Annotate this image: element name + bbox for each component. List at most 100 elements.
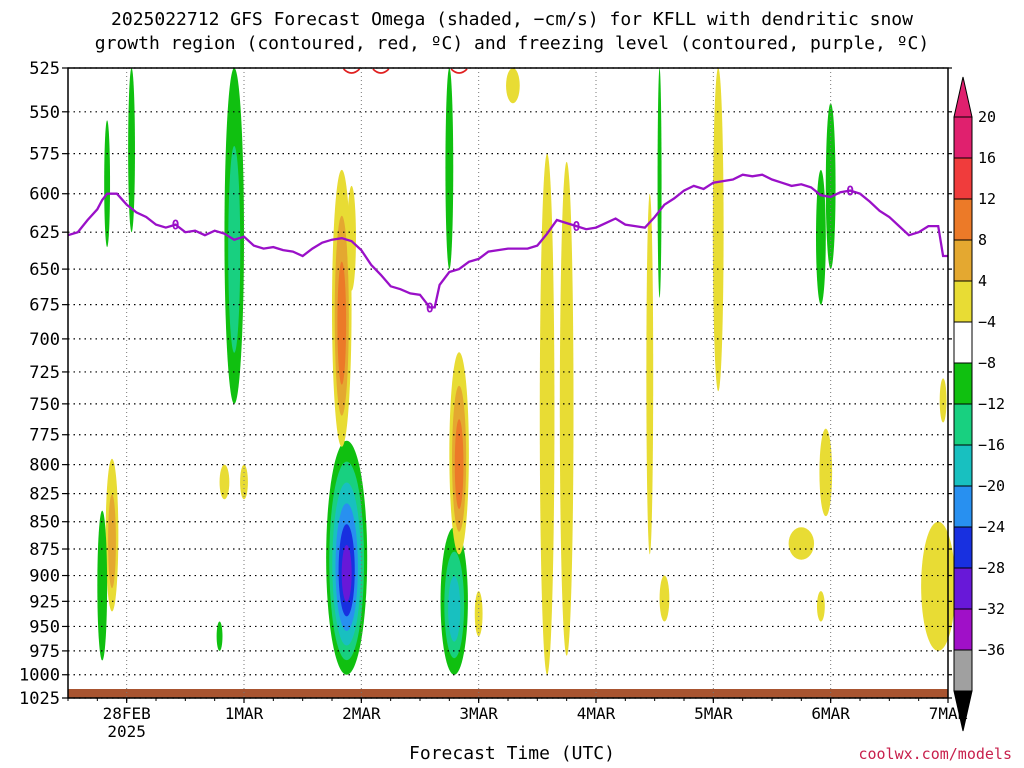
omega-shade-22-0 [825,103,836,270]
omega-shade-7-0 [216,621,223,651]
omega-shade-16-0 [539,153,555,675]
omega-shade-0-1 [108,494,116,589]
colorbar-label: 8 [978,231,987,249]
x-tick-label: 1MAR [225,704,264,723]
omega-shade-4-1 [228,146,241,353]
omega-shade-3-0 [128,68,135,233]
dgz-contour-0 [372,68,390,74]
colorbar-bottom-triangle [953,690,973,732]
omega-shade-14-0 [474,591,483,637]
colorbar-label: −12 [978,395,1005,413]
y-tick-label: 525 [29,59,60,79]
y-tick-label: 925 [29,592,60,612]
colorbar-label: 16 [978,149,996,167]
dgz-contour-2 [342,68,361,74]
omega-shade-8-5 [341,545,352,602]
omega-shade-9-2 [337,261,347,385]
colorbar-swatch-8 [953,444,973,487]
y-tick-label: 625 [29,223,60,243]
omega-shade-10-0 [347,185,356,291]
omega-shade-25-0 [816,591,825,622]
y-tick-label: 800 [29,456,60,476]
x-axis-title: Forecast Time (UTC) [409,743,615,764]
omega-shade-19-0 [657,68,662,298]
ground-strip [68,689,948,698]
x-tick-label: 2MAR [342,704,381,723]
colorbar-label: −28 [978,559,1005,577]
y-tick-label: 750 [29,395,60,415]
plot-frame [67,67,949,699]
omega-shade-15-0 [506,68,520,104]
x-tick-label: 5MAR [694,704,733,723]
freezing-level-label: 0 [846,185,854,200]
colorbar-label: 12 [978,190,996,208]
colorbar-swatch-11 [953,567,973,610]
freezing-level-label: 0 [172,219,180,234]
omega-shade-18-0 [646,193,654,555]
omega-shade-21-0 [816,169,826,305]
y-tick-label: 950 [29,617,60,637]
x-tick-label: 28FEB [103,704,151,723]
y-tick-label: 600 [29,185,60,205]
colorbar-label: −24 [978,518,1005,536]
colorbar-swatch-12 [953,608,973,651]
y-tick-label: 850 [29,513,60,533]
colorbar-swatch-10 [953,526,973,569]
colorbar-label: −36 [978,641,1005,659]
y-tick-label: 650 [29,260,60,280]
y-tick-label: 575 [29,145,60,165]
colorbar-label: −8 [978,354,996,372]
y-tick-label: 550 [29,103,60,123]
freezing-level-line [67,173,948,309]
omega-shade-6-0 [240,464,248,500]
x-tick-label: 4MAR [577,704,616,723]
omega-shade-24-0 [788,527,815,560]
omega-shade-11-2 [448,576,461,642]
x-tick-label: 6MAR [811,704,850,723]
x-tick-label: 3MAR [459,704,498,723]
y-tick-label: 975 [29,642,60,662]
colorbar-swatch-1 [953,157,973,200]
y-tick-label: 1000 [19,666,60,686]
colorbar-swatch-0 [953,116,973,159]
y-tick-label: 675 [29,296,60,316]
colorbar-label: −20 [978,477,1005,495]
y-tick-label: 825 [29,485,60,505]
y-tick-label: 875 [29,540,60,560]
colorbar-label: −4 [978,313,996,331]
colorbar-label: 20 [978,108,996,126]
omega-shade-13-0 [445,68,454,270]
dgz-contour-1 [450,68,468,74]
colorbar-swatch-9 [953,485,973,528]
omega-shade-27-0 [921,521,956,651]
freezing-level-label: 0 [426,301,434,316]
credit-text: coolwx.com/models [858,745,1012,763]
omega-shade-2-0 [104,120,111,248]
colorbar-swatch-3 [953,239,973,282]
y-tick-label: 700 [29,330,60,350]
colorbar-swatch-2 [953,198,973,241]
colorbar-swatch-13 [953,649,973,692]
y-tick-label: 900 [29,567,60,587]
omega-shade-23-0 [819,428,833,517]
colorbar-swatch-5 [953,321,973,364]
colorbar-swatch-4 [953,280,973,323]
omega-shade-28-0 [939,378,947,423]
freezing-level-label: 0 [573,220,581,235]
colorbar-top-triangle [953,76,973,118]
chart-title-line1: 2025022712 GFS Forecast Omega (shaded, −… [111,9,913,30]
omega-shade-1-0 [97,510,108,661]
omega-shade-17-0 [559,161,574,656]
colorbar-label: 4 [978,272,987,290]
colorbar-label: −16 [978,436,1005,454]
omega-shade-5-0 [219,464,230,500]
x-tick-sublabel: 2025 [107,722,146,741]
omega-shade-20-0 [712,68,724,392]
y-tick-label: 725 [29,363,60,383]
colorbar-swatch-6 [953,362,973,405]
colorbar-label: −32 [978,600,1005,618]
y-tick-label: 775 [29,426,60,446]
omega-shade-26-0 [659,575,670,622]
chart-title-line2: growth region (contoured, red, ºC) and f… [94,33,930,54]
